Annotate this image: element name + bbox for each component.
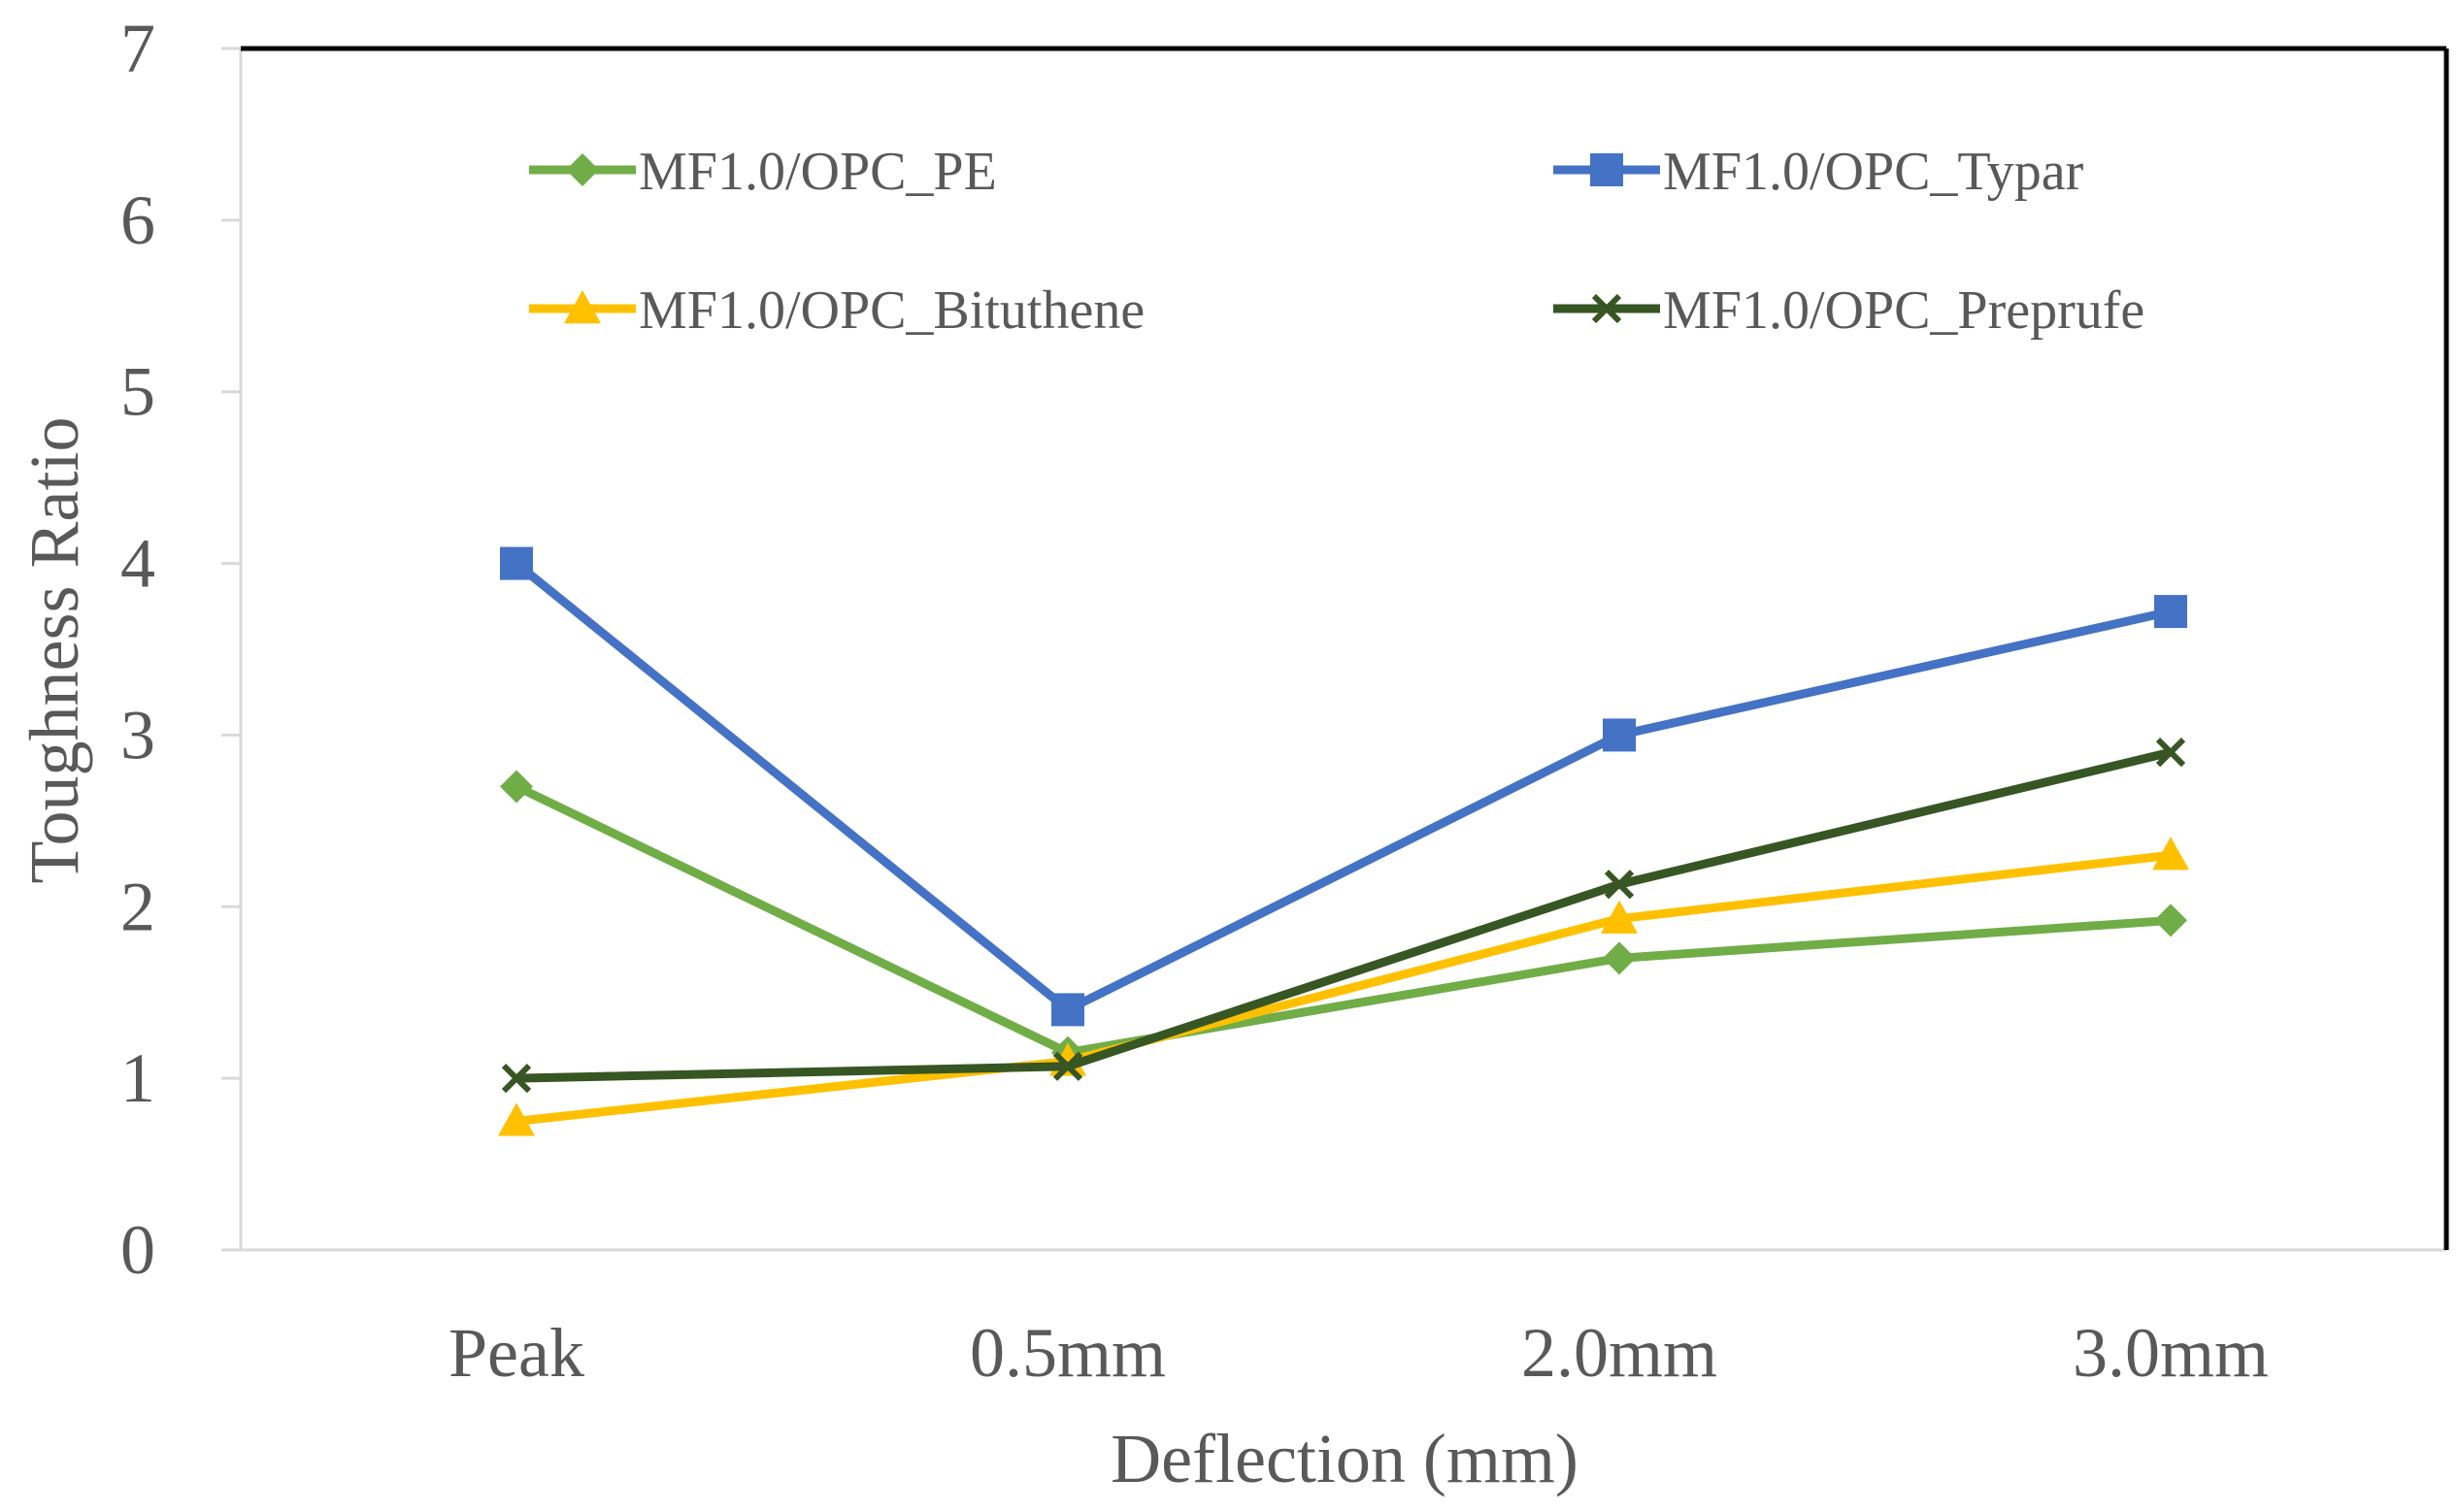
data-point [498,1102,535,1136]
legend-label: MF1.0/OPC_Typar [1663,142,2084,202]
legend-marker [566,153,599,186]
y-tick-label: 5 [120,353,155,431]
x-tick-labels: Peak 0.5mm 2.0mm 3.0mm [449,1314,2269,1392]
series-line [514,560,2172,1014]
legend-label: MF1.0/OPC_Preprufe [1663,280,2144,341]
series-line [515,850,2172,1126]
x-axis-title: Deflection (mm) [1111,1420,1578,1497]
y-axis-title: Toughness Ratio [16,417,93,884]
y-tick-label: 4 [120,525,155,603]
series-MF1.0/OPC_Bituthene [498,837,2189,1136]
series-MF1.0/OPC_PE [500,770,2187,1069]
data-point [500,546,533,580]
data-point [501,1064,532,1094]
y-tick-label: 1 [120,1039,155,1117]
data-point [1601,900,1638,934]
y-tick-label: 6 [120,181,155,259]
data-point [1603,941,1636,975]
series-MF1.0/OPC_Typar [500,546,2187,1027]
legend-item: MF1.0/OPC_Preprufe [1553,280,2144,341]
data-point [1604,870,1635,900]
legend-label: MF1.0/OPC_PE [639,142,997,202]
x-tick-label: Peak [449,1314,584,1392]
legend-item: MF1.0/OPC_Typar [1553,142,2084,202]
legend-item: MF1.0/OPC_Bituthene [529,280,1145,341]
y-tick-label: 2 [120,868,155,945]
x-tick-label: 0.5mm [970,1314,1166,1392]
y-tick-label: 0 [120,1211,155,1289]
x-tick-label: 3.0mm [2073,1314,2269,1392]
y-tick-label: 3 [120,696,155,773]
legend-marker [1591,293,1622,324]
axes [221,46,2449,1252]
data-point [1051,993,1084,1027]
legend-marker [1590,153,1623,186]
legend-marker [564,290,601,324]
data-point [1603,718,1636,752]
data-point [2154,904,2187,937]
data-point [2152,837,2189,871]
legend-item: MF1.0/OPC_PE [529,142,997,202]
series-layer [498,546,2189,1136]
series-line [515,782,2172,1058]
data-point [1052,1051,1083,1081]
x-tick-label: 2.0mm [1521,1314,1717,1392]
y-tick-label: 7 [120,10,155,87]
data-point [500,770,533,804]
series-line [515,747,2173,1083]
y-tick-labels: 0 1 2 3 4 5 6 7 [120,10,155,1289]
data-point [2154,595,2187,629]
legend-label: MF1.0/OPC_Bituthene [639,280,1145,341]
series-MF1.0/OPC_Preprufe [501,737,2186,1094]
data-point [2155,737,2186,768]
legend: MF1.0/OPC_PE MF1.0/OPC_Typar MF1.0/OPC_Bit… [529,142,2144,341]
